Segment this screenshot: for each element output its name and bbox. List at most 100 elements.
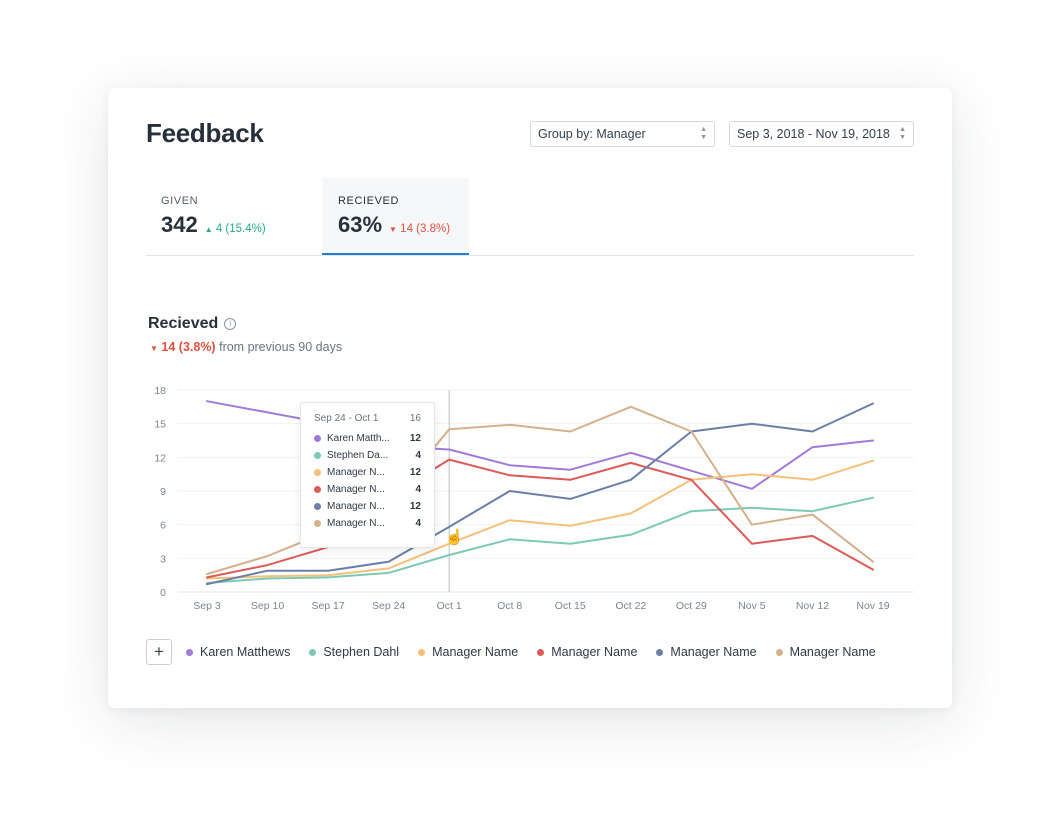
- series-dot: [418, 648, 426, 656]
- given-delta: ▲ 4 (15.4%): [205, 223, 266, 235]
- x-tick-label: Sep 17: [311, 600, 344, 612]
- series-dot: [314, 520, 321, 527]
- series-line: [206, 402, 874, 586]
- date-range-value: Sep 3, 2018 - Nov 19, 2018: [737, 127, 890, 141]
- tooltip-row-name: Manager N...: [327, 484, 385, 495]
- tooltip-row: Manager N... 12: [314, 464, 421, 481]
- tooltip-row-name: Manager N...: [327, 501, 385, 512]
- recieved-delta: ▼ 14 (3.8%): [389, 223, 450, 235]
- x-tick-label: Oct 1: [437, 600, 462, 612]
- series-dot: [314, 435, 321, 442]
- tooltip-row-value: 4: [415, 450, 421, 461]
- hand-cursor-icon: ☝: [445, 529, 464, 546]
- tooltip-row-value: 12: [409, 433, 421, 444]
- tooltip-row-name: Karen Matth...: [327, 433, 390, 444]
- y-tick-label: 15: [154, 419, 166, 431]
- page-title: Feedback: [146, 118, 264, 148]
- tooltip-row-name: Manager N...: [327, 467, 385, 478]
- change-summary: ▼ 14 (3.8%) from previous 90 days: [150, 340, 342, 354]
- series-dot: [656, 648, 664, 656]
- legend-item[interactable]: Stephen Dahl: [309, 645, 399, 659]
- y-tick-label: 3: [160, 553, 166, 565]
- tooltip-row: Manager N... 4: [314, 515, 421, 532]
- group-by-value: Group by: Manager: [538, 127, 646, 141]
- feedback-card: Feedback Group by: Manager ▲ ▼ Sep 3, 201…: [108, 88, 952, 708]
- legend-label: Manager Name: [551, 645, 638, 659]
- series-dot: [314, 486, 321, 493]
- arrow-down-icon: ▼: [150, 344, 158, 353]
- change-summary-value: 14 (3.8%): [161, 340, 216, 354]
- y-tick-label: 0: [160, 587, 166, 599]
- series-dot: [537, 648, 545, 656]
- date-range-select[interactable]: Sep 3, 2018 - Nov 19, 2018 ▲ ▼: [729, 121, 914, 147]
- x-tick-label: Nov 12: [796, 600, 829, 612]
- legend-label: Manager Name: [789, 645, 876, 659]
- series-dot: [186, 648, 193, 656]
- series-dot: [309, 648, 317, 656]
- tooltip-row-value: 4: [415, 484, 421, 495]
- tooltip-row: Stephen Da... 4: [314, 447, 421, 464]
- x-tick-label: Sep 3: [193, 600, 221, 612]
- legend-label: Manager Name: [670, 645, 757, 659]
- series-dot: [775, 648, 783, 656]
- change-summary-delta: ▼ 14 (3.8%): [150, 340, 219, 354]
- x-tick-label: Oct 29: [676, 600, 707, 612]
- recieved-percent: 63%: [338, 212, 383, 237]
- section-title: Recieved i: [148, 315, 237, 333]
- legend-item[interactable]: Manager Name: [656, 645, 757, 659]
- legend-label: Karen Matthews: [200, 645, 291, 659]
- chart-tooltip: Sep 24 - Oct 1 16 Karen Matth... 12 Steph…: [300, 402, 435, 548]
- tooltip-row-value: 12: [409, 501, 421, 512]
- legend-item[interactable]: Karen Matthews: [186, 645, 290, 659]
- tab-recieved[interactable]: RECIEVED 63% ▼ 14 (3.8%): [322, 178, 469, 256]
- x-tick-label: Oct 8: [497, 600, 522, 612]
- select-arrows-icon: ▲ ▼: [899, 126, 906, 141]
- series-dot: [314, 503, 321, 510]
- tooltip-total: 16: [409, 413, 421, 424]
- tooltip-row: Manager N... 4: [314, 481, 421, 498]
- section-title-text: Recieved: [148, 315, 219, 332]
- legend-item[interactable]: Manager Name: [537, 645, 637, 659]
- x-tick-label: Sep 24: [372, 600, 405, 612]
- info-icon[interactable]: i: [224, 318, 237, 330]
- series-line: [206, 458, 874, 579]
- legend-item[interactable]: Manager Name: [775, 645, 876, 659]
- legend-label: Stephen Dahl: [323, 645, 400, 659]
- chart-legend: + Karen Matthews Stephen Dahl Manager Na…: [146, 639, 895, 665]
- legend-label: Manager Name: [432, 645, 519, 659]
- tab-given[interactable]: GIVEN 342 ▲ 4 (15.4%): [146, 178, 322, 256]
- tab-recieved-label: RECIEVED: [338, 195, 400, 207]
- add-series-button[interactable]: +: [146, 639, 172, 665]
- tooltip-range: Sep 24 - Oct 1: [314, 413, 379, 424]
- x-tick-label: Sep 10: [251, 600, 284, 612]
- change-summary-suffix: from previous 90 days: [219, 340, 343, 354]
- x-tick-label: Oct 15: [555, 600, 586, 612]
- recieved-delta-value: 14 (3.8%): [400, 223, 451, 235]
- tab-given-label: GIVEN: [161, 195, 199, 207]
- x-tick-label: Nov 19: [856, 600, 889, 612]
- y-tick-label: 18: [154, 385, 166, 397]
- tooltip-row-name: Stephen Da...: [327, 450, 389, 461]
- tooltip-row-value: 4: [415, 518, 421, 529]
- given-count: 342: [161, 212, 198, 237]
- series-line: [206, 496, 874, 584]
- group-by-select[interactable]: Group by: Manager ▲ ▼: [530, 121, 715, 147]
- y-tick-label: 6: [160, 520, 166, 532]
- tooltip-row: Karen Matth... 12: [314, 430, 421, 447]
- x-tick-label: Oct 22: [615, 600, 646, 612]
- series-dot: [314, 452, 321, 459]
- arrow-up-icon: ▲: [204, 225, 213, 234]
- tooltip-row: Manager N... 12: [314, 498, 421, 515]
- series-line: [206, 459, 874, 580]
- y-tick-label: 12: [154, 452, 166, 464]
- series-dot: [314, 469, 321, 476]
- arrow-down-icon: ▼: [389, 225, 397, 234]
- legend-item[interactable]: Manager Name: [418, 645, 518, 659]
- line-chart: 0 3 6 9 12 15 18 Sep 3 Sep 10 Sep 17 Sep 24 Oct 1 Oc…: [154, 385, 914, 612]
- select-arrows-icon: ▲ ▼: [700, 126, 707, 141]
- tabs-divider: [146, 255, 914, 256]
- given-delta-value: 4 (15.4%): [215, 223, 266, 235]
- y-tick-label: 9: [160, 486, 166, 498]
- tooltip-row-value: 12: [409, 467, 421, 478]
- x-tick-label: Nov 5: [738, 600, 766, 612]
